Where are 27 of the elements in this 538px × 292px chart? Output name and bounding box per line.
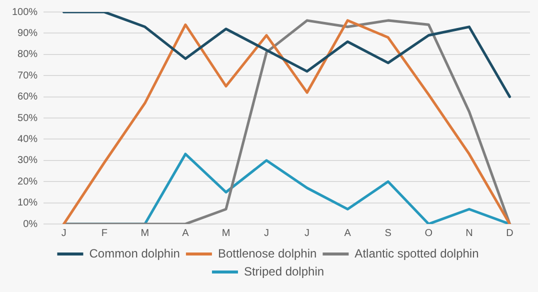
y-tick-label: 40% xyxy=(18,134,38,145)
y-tick-label: 100% xyxy=(12,6,38,18)
x-tick-label: J xyxy=(61,228,66,239)
y-tick-label: 50% xyxy=(18,112,38,124)
y-tick-label: 80% xyxy=(18,49,38,60)
y-tick-label: 10% xyxy=(18,198,38,209)
y-tick-label: 60% xyxy=(18,92,38,103)
x-tick-label: M xyxy=(222,228,230,239)
x-tick-label: A xyxy=(344,228,352,239)
x-tick-label: J xyxy=(264,228,270,239)
x-tick-label: N xyxy=(466,228,473,239)
legend-label: Common dolphin xyxy=(89,246,180,260)
x-tick-label: J xyxy=(304,228,310,239)
x-tick-label: F xyxy=(101,228,108,239)
y-tick-label: 30% xyxy=(18,155,38,166)
x-tick-label: M xyxy=(140,228,150,239)
x-tick-label: S xyxy=(384,228,392,239)
legend-label: Atlantic spotted dolphin xyxy=(354,246,479,260)
legend-label: Striped dolphin xyxy=(244,264,324,278)
x-tick-label: D xyxy=(506,228,514,239)
y-tick-label: 90% xyxy=(18,28,38,39)
y-tick-label: 70% xyxy=(18,70,38,82)
y-tick-label: 20% xyxy=(18,176,38,188)
x-tick-label: A xyxy=(182,228,190,239)
y-tick-label: 0% xyxy=(23,218,38,230)
legend-label: Bottlenose dolphin xyxy=(218,246,317,260)
x-tick-label: O xyxy=(424,228,433,239)
